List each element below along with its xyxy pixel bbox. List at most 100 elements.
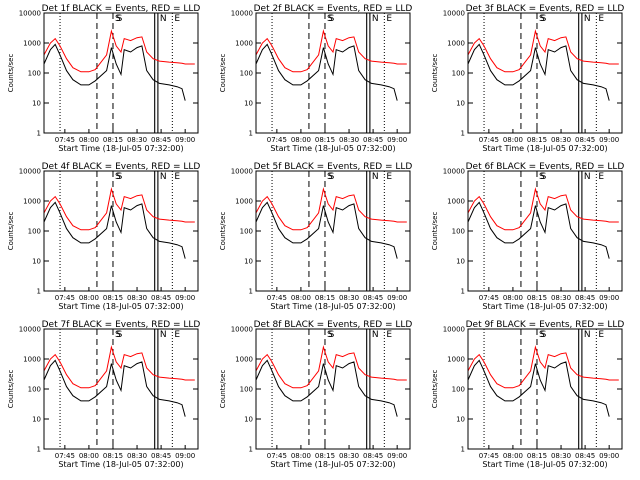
x-tick-label: 07:45 [267,452,287,460]
x-tick-label: 08:45 [151,452,171,460]
panel-title: Det 5f BLACK = Events, RED = LLD [254,162,413,172]
y-tick-label: 10 [456,416,465,424]
x-tick-label: 08:45 [575,294,595,302]
x-tick-label: 09:00 [387,294,407,302]
x-tick-label: 07:45 [479,452,499,460]
x-tick-label: 09:00 [387,452,407,460]
x-tick-label: 08:45 [151,294,171,302]
y-tick-label: 1000 [447,198,465,206]
x-tick-label: 08:00 [79,452,99,460]
x-tick-label: 08:30 [339,136,359,144]
series-line-events [43,201,186,259]
x-tick-label: 08:45 [575,452,595,460]
x-tick-label: 08:15 [527,136,547,144]
y-tick-label: 100 [28,70,41,78]
y-tick-label: 10000 [443,168,465,176]
x-axis-label: Start Time (18-Jul-05 07:32:00) [270,460,395,469]
series-line-lld [467,29,619,73]
x-tick-label: 08:45 [363,452,383,460]
x-tick-label: 08:00 [291,136,311,144]
marker-label: N [160,330,167,340]
y-tick-label: 1 [37,288,41,296]
x-tick-label: 08:15 [103,452,123,460]
marker-label: S [541,330,547,340]
x-axis-label: Start Time (18-Jul-05 07:32:00) [270,302,395,311]
y-tick-label: 10 [32,416,41,424]
marker-label: S [329,14,335,24]
marker-label: S [539,172,545,182]
y-tick-label: 10000 [231,10,253,18]
x-tick-label: 07:45 [55,294,75,302]
x-tick-label: 09:00 [175,294,195,302]
x-tick-label: 08:30 [551,452,571,460]
y-axis-label: Counts/sec [219,212,227,251]
x-axis-label: Start Time (18-Jul-05 07:32:00) [482,144,607,153]
y-tick-label: 10000 [231,168,253,176]
y-tick-label: 1 [249,288,253,296]
x-tick-label: 08:45 [363,294,383,302]
series-line-lld [255,29,407,73]
y-tick-label: 10000 [19,168,41,176]
series-line-events [43,359,186,417]
panel-title: Det 9f BLACK = Events, RED = LLD [466,320,625,330]
y-tick-label: 100 [240,386,253,394]
x-tick-label: 08:30 [551,294,571,302]
y-tick-label: 10000 [443,10,465,18]
y-tick-label: 10 [32,258,41,266]
series-line-lld [255,187,407,231]
x-tick-label: 09:00 [175,136,195,144]
marker-label: S [541,14,547,24]
x-axis-label: Start Time (18-Jul-05 07:32:00) [482,302,607,311]
y-tick-label: 1 [249,130,253,138]
marker-label: N [372,330,379,340]
y-tick-label: 10 [456,100,465,108]
y-tick-label: 10 [456,258,465,266]
x-axis-label: Start Time (18-Jul-05 07:32:00) [58,302,183,311]
series-line-lld [467,345,619,389]
x-tick-label: 09:00 [599,136,619,144]
y-axis-label: Counts/sec [431,370,439,409]
x-tick-label: 08:00 [291,452,311,460]
x-tick-label: 08:45 [575,136,595,144]
x-tick-label: 07:45 [267,136,287,144]
x-tick-label: 08:30 [339,294,359,302]
y-tick-label: 1000 [235,356,253,364]
x-tick-label: 08:00 [503,294,523,302]
y-tick-label: 100 [452,70,465,78]
y-tick-label: 100 [240,228,253,236]
x-tick-label: 09:00 [387,136,407,144]
y-tick-label: 1000 [23,198,41,206]
x-tick-label: 08:00 [503,452,523,460]
marker-label: E [174,172,180,182]
y-tick-label: 1000 [235,198,253,206]
y-tick-label: 10000 [231,326,253,334]
x-tick-label: 08:00 [503,136,523,144]
y-tick-label: 1 [37,130,41,138]
x-tick-label: 08:30 [127,452,147,460]
x-tick-label: 07:45 [55,452,75,460]
marker-label: E [386,172,392,182]
marker-label: E [598,330,604,340]
x-tick-label: 08:15 [527,294,547,302]
x-tick-label: 08:45 [363,136,383,144]
panel-title: Det 6f BLACK = Events, RED = LLD [466,162,625,172]
panel-title: Det 2f BLACK = Events, RED = LLD [254,4,413,14]
x-tick-label: 08:15 [315,452,335,460]
x-axis-label: Start Time (18-Jul-05 07:32:00) [58,144,183,153]
marker-label: S [327,14,333,24]
x-tick-label: 07:45 [479,294,499,302]
panel-title: Det 3f BLACK = Events, RED = LLD [466,4,625,14]
y-axis-label: Counts/sec [7,212,15,251]
x-tick-label: 08:15 [103,294,123,302]
marker-label: N [584,14,591,24]
x-tick-label: 07:45 [479,136,499,144]
y-tick-label: 100 [240,70,253,78]
y-tick-label: 10 [32,100,41,108]
y-tick-label: 1 [461,130,465,138]
marker-label: N [584,330,591,340]
